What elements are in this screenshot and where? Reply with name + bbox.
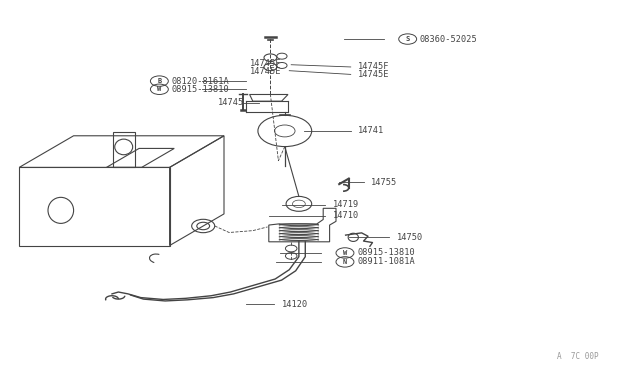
Text: 08360-52025: 08360-52025 bbox=[420, 35, 477, 44]
Text: A  7C 00P: A 7C 00P bbox=[557, 352, 598, 361]
Text: B: B bbox=[157, 78, 161, 84]
Text: 14745E: 14745E bbox=[250, 67, 281, 76]
Text: W: W bbox=[343, 250, 347, 256]
Text: 14710: 14710 bbox=[333, 211, 359, 220]
Text: 08911-1081A: 08911-1081A bbox=[357, 257, 415, 266]
Text: 08915-13810: 08915-13810 bbox=[357, 248, 415, 257]
Text: 14741: 14741 bbox=[358, 126, 385, 135]
Text: 14120: 14120 bbox=[282, 300, 308, 309]
Text: 08120-8161A: 08120-8161A bbox=[172, 77, 229, 86]
Text: 14719: 14719 bbox=[333, 200, 359, 209]
Text: S: S bbox=[406, 36, 410, 42]
Text: 14745: 14745 bbox=[218, 98, 244, 107]
Text: 14750: 14750 bbox=[397, 233, 423, 242]
Text: 14745E: 14745E bbox=[358, 70, 390, 79]
Text: 08915-13810: 08915-13810 bbox=[172, 85, 229, 94]
Text: 14745F: 14745F bbox=[358, 62, 390, 71]
Text: 14755: 14755 bbox=[371, 178, 397, 187]
Text: W: W bbox=[157, 86, 161, 92]
Text: N: N bbox=[343, 259, 347, 265]
Text: 14745F: 14745F bbox=[250, 60, 281, 68]
